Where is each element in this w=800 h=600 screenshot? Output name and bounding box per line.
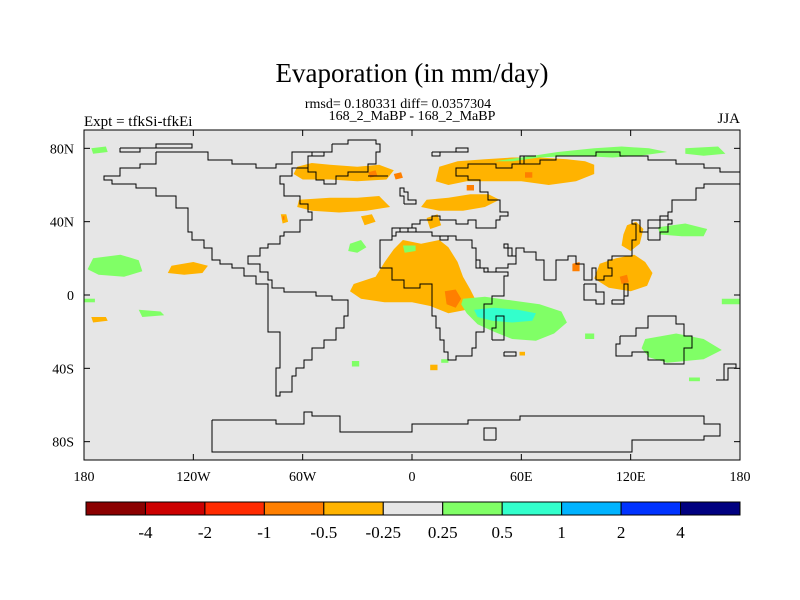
colorbar-label-6: 0.5 [492,523,513,542]
y-tick-label-3: 40S [52,362,74,377]
contour-region-9 [282,216,285,220]
colorbar-swatch-1 [144,501,206,516]
x-tick-label-1: 120W [176,470,211,485]
colorbar-label-9: 4 [676,523,685,542]
coastline-6 [611,283,629,305]
contour-region-35 [351,361,360,367]
x-tick-label-5: 120E [616,470,646,485]
colorbar-swatch-2 [204,501,265,516]
contour-region-23 [494,146,668,162]
colorbar-swatch-6 [442,501,503,516]
contour-region-20 [430,364,438,371]
coastline-17 [503,351,517,357]
contour-region-36 [441,359,449,363]
contour-region-18 [167,262,208,275]
chart-title: Evaporation (in mm/day) [276,58,549,88]
colorbar-swatch-4 [323,501,384,516]
contour-region-22 [91,146,108,154]
colorbar-label-7: 1 [557,523,566,542]
stats-line: rmsd= 0.180331 diff= 0.0357304 [305,97,491,112]
colorbar: -4 -2 -1 -0.5 -0.25 0.25 0.5 1 2 4 [85,501,741,542]
contour-region-10 [361,214,376,226]
contour-region-5 [421,194,500,211]
experiment-label: Expt = tfkSi-tfkEi [84,114,192,130]
contour-region-16 [619,274,629,284]
coastline-11 [491,315,505,341]
contour-region-1 [297,196,391,213]
coastline-4 [615,315,693,365]
coastline-7 [211,411,721,453]
contour-region-6 [525,172,533,178]
coastline-0 [103,151,349,397]
contour-region-11 [426,214,442,229]
colorbar-swatch-0 [85,501,146,516]
x-tick-label-6: 180 [730,470,751,485]
contour-region-19 [91,317,108,323]
coastline-16 [516,155,536,165]
colorbar-swatch-10 [680,501,741,516]
coastline-14 [119,143,193,153]
contour-region-14 [621,221,644,251]
contour-region-30 [138,309,165,317]
y-tick-label-0: 80N [50,142,74,157]
colorbar-label-3: -0.5 [310,523,337,542]
colorbar-label-4: -0.25 [366,523,401,542]
coastline-10 [647,215,673,241]
chart-subtitle: 168_2_MaBP - 168_2_MaBP [329,109,496,124]
colorbar-label-5: 0.25 [428,523,458,542]
colorbar-label-0: -4 [138,523,153,542]
contour-region-12 [350,240,476,314]
coastline-1 [307,139,381,185]
coastline-5 [583,283,605,305]
contour-region-21 [519,351,525,356]
contour-region-4 [435,157,595,185]
coastline-8 [399,187,417,205]
coastline-13 [483,427,497,441]
colorbar-label-1: -2 [198,523,212,542]
contour-region-13 [444,289,462,308]
axis-ticks: 180 120W 60W 0 60E 120E 180 80N 40N 0 40S 80S [50,130,751,485]
season-label: JJA [717,111,740,127]
contour-region-24 [685,146,726,156]
colorbar-swatch-8 [561,501,622,516]
coastlines [103,139,740,453]
colorbar-swatch-7 [501,501,563,516]
colorbar-label-8: 2 [617,523,626,542]
contour-region-27 [348,240,367,253]
contour-region-33 [641,333,722,363]
coastline-12 [716,363,737,381]
contour-region-15 [594,254,653,292]
contour-regions [84,146,740,382]
contour-region-32 [721,298,740,305]
coastline-3 [379,227,509,361]
contour-region-0 [293,163,394,182]
contour-region-37 [689,377,700,382]
contour-region-34 [585,333,595,339]
x-tick-label-0: 180 [74,470,95,485]
colorbar-swatch-3 [263,501,325,516]
contour-region-28 [402,245,416,253]
colorbar-swatch-9 [620,501,682,516]
coastline-15 [431,147,469,157]
y-tick-label-1: 40N [50,216,74,231]
x-tick-label-4: 60E [510,470,533,485]
colorbar-swatch-5 [382,501,444,516]
y-tick-label-4: 80S [52,436,74,451]
colorbar-label-2: -1 [257,523,271,542]
contour-region-31 [84,298,95,303]
x-tick-label-3: 0 [409,470,416,485]
contour-region-26 [87,254,143,277]
contour-region-38 [474,307,536,323]
contour-region-25 [658,223,708,237]
contour-region-7 [466,185,474,191]
y-tick-label-2: 0 [67,289,74,304]
x-tick-label-2: 60W [289,470,317,485]
contour-region-3 [393,172,403,180]
